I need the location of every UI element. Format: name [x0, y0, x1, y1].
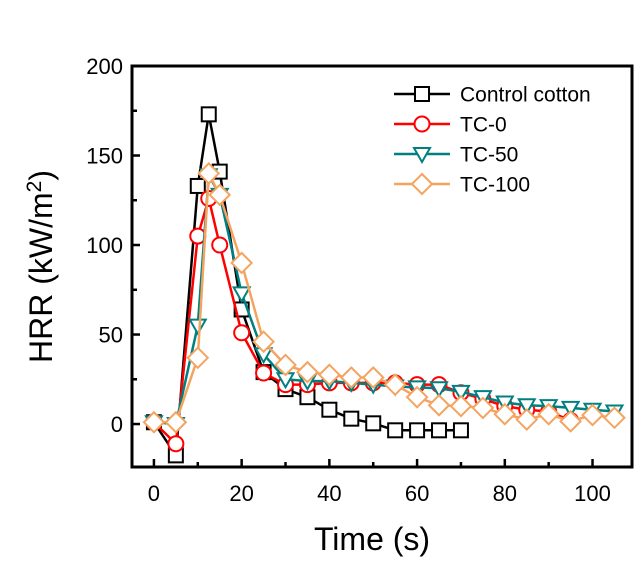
- legend-label: TC-0: [460, 114, 507, 137]
- legend-marker: [414, 86, 430, 102]
- data-point-tc-100: [361, 366, 385, 389]
- data-point-tc-50: [429, 381, 449, 399]
- data-point-control-cotton: [387, 422, 404, 439]
- data-point-tc-0: [211, 236, 229, 254]
- data-point-tc-100: [142, 410, 166, 434]
- data-point-tc-100: [581, 403, 604, 427]
- data-point-tc-50: [517, 398, 537, 416]
- data-point-tc-100: [427, 393, 451, 417]
- data-point-tc-50: [560, 400, 581, 418]
- data-point-tc-0: [167, 435, 185, 453]
- legend-label: TC-50: [460, 144, 518, 167]
- data-point-tc-100: [197, 161, 221, 185]
- y-axis-title-close: ): [23, 170, 59, 181]
- y-tick-label: 100: [86, 233, 123, 258]
- y-axis-title: HRR (kW/m2): [23, 170, 60, 363]
- x-tick-label: 0: [148, 481, 160, 506]
- series-control-cotton: [145, 106, 469, 464]
- data-point-tc-100: [515, 408, 539, 431]
- y-axis-title-superscript: 2: [23, 181, 46, 193]
- data-point-tc-100: [339, 366, 363, 389]
- x-tick-label: 20: [229, 481, 253, 506]
- legend-marker: [410, 172, 434, 196]
- x-tick-label: 40: [317, 481, 341, 506]
- y-tick-label: 200: [86, 54, 123, 79]
- data-point-tc-100: [317, 363, 341, 387]
- data-point-tc-100: [603, 406, 626, 430]
- y-tick-label: 50: [99, 323, 123, 348]
- data-point-tc-0: [255, 364, 273, 382]
- legend-item-tc-100: TC-100: [394, 172, 530, 197]
- data-point-control-cotton: [431, 422, 448, 439]
- data-point-tc-100: [383, 373, 407, 397]
- x-tick-label: 60: [405, 481, 429, 506]
- legend-item-tc-0: TC-0: [394, 114, 507, 137]
- series-layer: [142, 106, 626, 464]
- series-line-tc-50: [153, 173, 615, 426]
- y-axis-title-main: HRR (kW/m: [23, 192, 59, 363]
- y-tick-label: 0: [111, 412, 123, 437]
- x-tick-label: 80: [493, 481, 517, 506]
- x-axis-title: Time (s): [314, 521, 430, 557]
- data-point-tc-50: [231, 286, 252, 304]
- data-point-control-cotton: [343, 410, 360, 427]
- legend-label: Control cotton: [460, 84, 591, 107]
- data-point-tc-100: [252, 330, 275, 354]
- data-point-tc-50: [188, 318, 208, 336]
- data-point-tc-100: [537, 402, 561, 426]
- data-point-control-cotton: [200, 106, 217, 123]
- data-point-tc-100: [493, 402, 517, 426]
- series-tc-50: [144, 168, 625, 435]
- data-point-tc-50: [451, 384, 471, 402]
- data-point-control-cotton: [409, 422, 426, 439]
- series-line-control-cotton: [152, 113, 461, 457]
- data-point-tc-100: [559, 409, 583, 433]
- data-point-tc-100: [230, 251, 254, 275]
- data-point-tc-100: [164, 410, 188, 434]
- data-point-control-cotton: [189, 177, 206, 194]
- data-point-control-cotton: [452, 422, 469, 439]
- legend-label: TC-100: [460, 174, 530, 197]
- data-point-tc-100: [186, 346, 210, 370]
- legend: Control cotton TC-0 TC-50 TC-100: [394, 84, 591, 197]
- data-point-tc-100: [208, 183, 232, 207]
- data-point-tc-100: [296, 360, 319, 384]
- data-point-tc-100: [471, 396, 495, 420]
- legend-item-tc-50: TC-50: [394, 144, 518, 167]
- plot-frame: [130, 64, 634, 469]
- data-point-control-cotton: [365, 415, 382, 432]
- x-tick-label: 100: [574, 481, 611, 506]
- ticks-layer: 0 20 40 60 80 100 0 50 100 150 200: [86, 54, 611, 506]
- data-point-tc-100: [405, 385, 429, 409]
- series-tc-100: [142, 161, 626, 434]
- data-point-tc-100: [274, 353, 297, 377]
- legend-marker: [413, 115, 431, 133]
- data-point-tc-100: [449, 394, 473, 418]
- legend-item-control-cotton: Control cotton: [394, 84, 591, 107]
- y-tick-label: 150: [86, 144, 123, 169]
- data-point-tc-0: [233, 324, 251, 342]
- legend-marker: [412, 147, 432, 165]
- data-point-control-cotton: [321, 401, 338, 418]
